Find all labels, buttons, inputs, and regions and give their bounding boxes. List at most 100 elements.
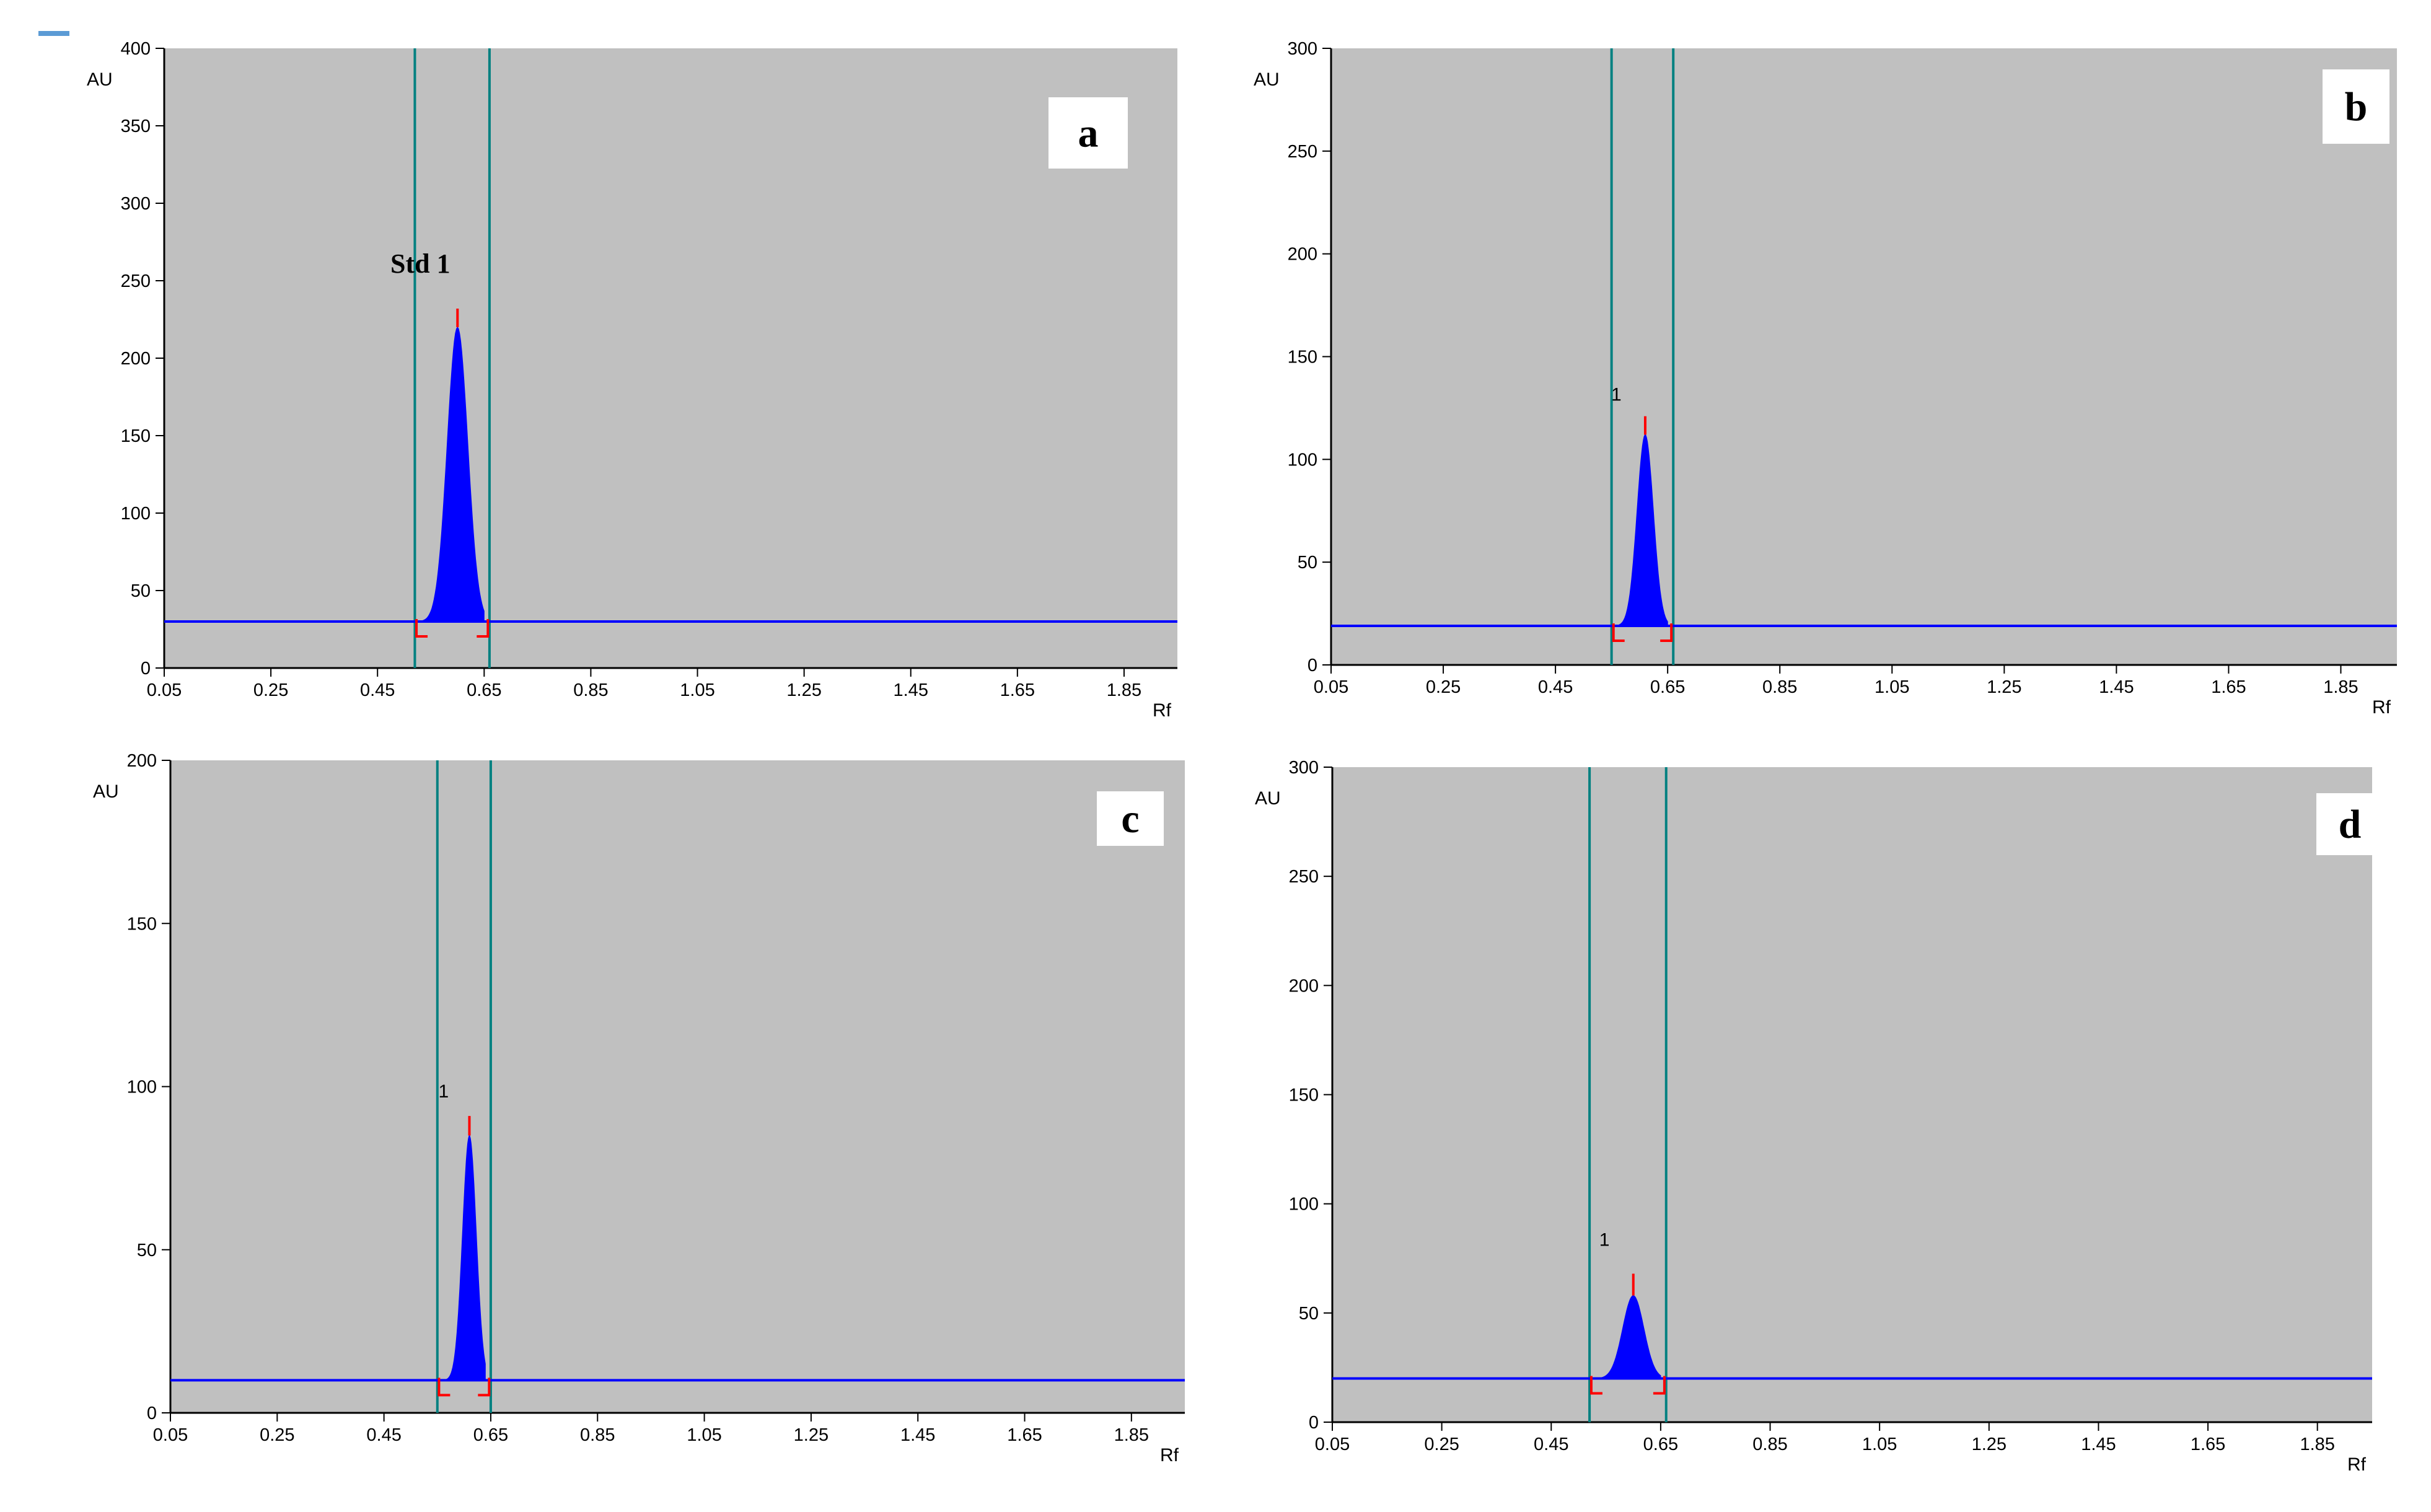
y-tick-label: 100 [127, 1078, 157, 1097]
x-tick-label: 0.85 [1762, 677, 1797, 697]
x-tick-label: 0.45 [366, 1425, 401, 1445]
peak-start-bracket [1612, 623, 1625, 642]
peak-start-bracket [1589, 1376, 1602, 1395]
x-tick-label: 0.85 [580, 1425, 615, 1445]
x-tick-label: 0.65 [473, 1425, 508, 1445]
y-tick-label: 300 [1289, 758, 1319, 778]
y-tick-label: 50 [1299, 1304, 1319, 1324]
x-tick-label: 1.85 [2323, 677, 2358, 697]
panel-d: 0 50 100 150 200 250 300 0.05 0.25 0.45 0.65 0.85 1.… [1255, 758, 2383, 1475]
plot-area [164, 48, 1177, 668]
x-axis-label: Rf [1153, 700, 1172, 721]
x-tick-label: 0.45 [1538, 677, 1573, 697]
x-tick-label: 1.25 [1987, 677, 2021, 697]
y-tick-label: 200 [121, 349, 151, 369]
y-tick-label: 200 [127, 751, 157, 771]
peak-label: 1 [1611, 385, 1622, 405]
x-tick-label: 1.25 [794, 1425, 829, 1445]
peak-label: 1 [1599, 1229, 1610, 1250]
y-tick-label: 150 [1288, 348, 1317, 367]
x-tick-label: 0.45 [1534, 1435, 1568, 1454]
x-tick-label: 0.25 [253, 680, 288, 700]
y-tick-label: 100 [121, 504, 151, 524]
x-tick-label: 0.25 [1426, 677, 1461, 697]
plot-area [1331, 48, 2397, 665]
peak-end-bracket [477, 619, 490, 638]
peak-label: 1 [438, 1081, 449, 1102]
y-tick-label: 200 [1289, 976, 1319, 996]
panel-tag-letter: d [2339, 802, 2362, 847]
y-tick-label: 50 [1298, 553, 1317, 573]
legend-dash [38, 31, 69, 36]
x-tick-label: 0.05 [1314, 677, 1348, 697]
peak-area [1617, 434, 1668, 626]
panel-tag-box [1097, 791, 1164, 846]
x-axis-label: Rf [2372, 697, 2391, 718]
peak-start-bracket [415, 619, 428, 638]
peak-end-bracket [478, 1378, 491, 1397]
panel-tag-box [2316, 793, 2383, 855]
x-tick-label: 1.45 [2081, 1435, 2116, 1454]
peak-start-bracket [437, 1378, 451, 1397]
y-tick-label: 150 [121, 426, 151, 446]
y-tick-label: 0 [1308, 656, 1317, 675]
panel-tag-letter: b [2345, 84, 2368, 130]
y-tick-label: 300 [1288, 39, 1317, 59]
y-tick-label: 150 [1289, 1086, 1319, 1105]
y-tick-label: 100 [1289, 1195, 1319, 1215]
x-tick-label: 1.05 [1875, 677, 1909, 697]
panel-tag-box [2323, 69, 2389, 144]
x-tick-label: 1.05 [687, 1425, 721, 1445]
x-tick-label: 0.05 [153, 1425, 188, 1445]
x-tick-label: 1.25 [1972, 1435, 2007, 1454]
x-tick-label: 0.85 [573, 680, 608, 700]
panel-a: 0 50 100 150 200 250 300 350 400 0.05 0.25 0.45 0.65… [87, 39, 1177, 721]
x-tick-label: 0.65 [1643, 1435, 1678, 1454]
y-tick-label: 250 [1289, 867, 1319, 887]
x-tick-label: 0.65 [1650, 677, 1685, 697]
panel-tag-box [1048, 97, 1128, 169]
plot-area [1332, 767, 2372, 1422]
y-axis-label: AU [87, 69, 113, 90]
x-tick-label: 1.45 [900, 1425, 935, 1445]
x-tick-label: 0.05 [1315, 1435, 1350, 1454]
y-tick-label: 300 [121, 194, 151, 214]
x-tick-label: 1.85 [2300, 1435, 2334, 1454]
y-axis-label: AU [1255, 788, 1281, 809]
x-tick-label: 0.25 [260, 1425, 294, 1445]
y-tick-label: 0 [141, 659, 151, 679]
peak-label: Std 1 [390, 248, 451, 279]
y-tick-label: 100 [1288, 450, 1317, 470]
y-tick-label: 350 [121, 116, 151, 136]
x-tick-label: 1.45 [2099, 677, 2134, 697]
x-tick-label: 1.65 [2211, 677, 2246, 697]
y-tick-label: 150 [127, 914, 157, 934]
y-tick-label: 50 [131, 581, 151, 601]
y-tick-label: 0 [147, 1404, 157, 1423]
y-axis-label: AU [1254, 69, 1280, 90]
x-axis-label: Rf [2347, 1454, 2367, 1475]
peak-area [442, 1135, 486, 1381]
x-axis-label: Rf [1160, 1445, 1179, 1466]
y-tick-label: 400 [121, 39, 151, 59]
x-tick-label: 1.65 [2191, 1435, 2225, 1454]
y-tick-label: 250 [121, 271, 151, 291]
x-tick-label: 1.05 [680, 680, 714, 700]
peak-end-bracket [1660, 623, 1673, 642]
y-tick-label: 0 [1309, 1413, 1319, 1433]
y-tick-label: 50 [137, 1241, 157, 1260]
panel-b: 0 50 100 150 200 250 300 0.05 0.25 0.45 0.65 0.85 1.… [1254, 39, 2397, 718]
peak-end-bracket [1653, 1376, 1666, 1395]
panel-c: 0 50 100 150 200 0.05 0.25 0.45 0.65 0.85 1.05 1.25… [93, 751, 1185, 1466]
y-axis-label: AU [93, 781, 119, 802]
x-tick-label: 1.65 [1007, 1425, 1042, 1445]
x-tick-label: 1.45 [894, 680, 928, 700]
x-tick-label: 0.25 [1424, 1435, 1459, 1454]
x-tick-label: 0.85 [1752, 1435, 1787, 1454]
x-tick-label: 1.05 [1862, 1435, 1897, 1454]
x-tick-label: 1.85 [1114, 1425, 1149, 1445]
x-tick-label: 1.25 [786, 680, 821, 700]
y-tick-label: 250 [1288, 142, 1317, 162]
